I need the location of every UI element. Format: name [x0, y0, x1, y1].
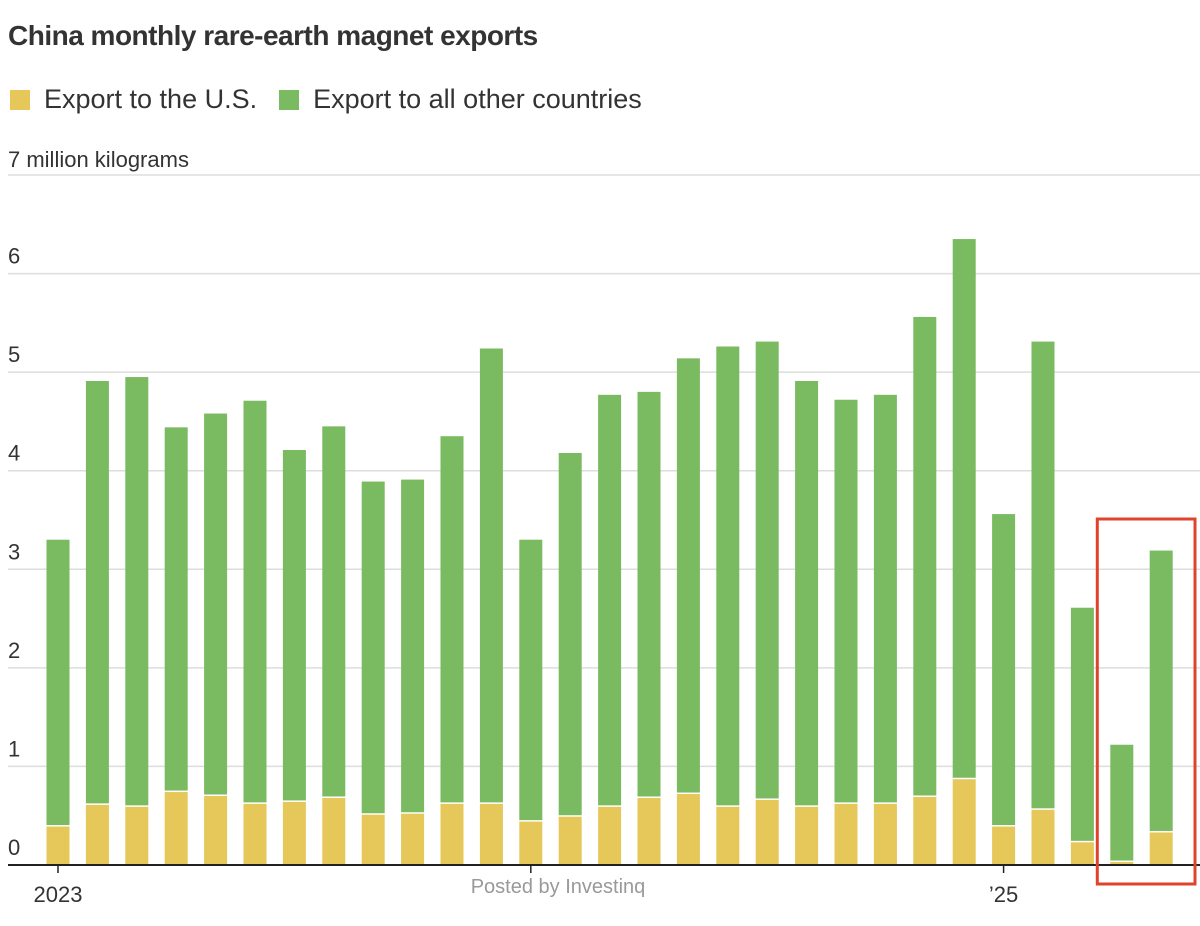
bar-us — [952, 779, 976, 865]
bar-us — [322, 797, 346, 865]
bar-other — [164, 427, 188, 791]
bar-us — [913, 796, 937, 865]
bar-other — [716, 346, 740, 806]
bar-other — [1110, 744, 1134, 861]
bar-us — [992, 826, 1016, 865]
bar-us — [243, 803, 267, 865]
credit-text: Posted by Investinq — [471, 876, 646, 898]
bar-us — [676, 794, 700, 865]
bar-us — [795, 806, 819, 865]
bar-other — [401, 479, 425, 813]
bar-other — [282, 450, 306, 801]
bar-us — [1031, 809, 1055, 865]
bar-us — [479, 803, 503, 865]
x-tick-label: 2023 — [34, 882, 83, 907]
bar-other — [755, 341, 779, 799]
y-axis-unit-label: 7 million kilograms — [8, 147, 189, 172]
bar-other — [46, 539, 70, 826]
bar-other — [125, 377, 149, 806]
y-tick-label: 5 — [8, 342, 20, 367]
bar-other — [637, 391, 661, 797]
bar-us — [46, 826, 70, 865]
bar-us — [1110, 862, 1134, 865]
bar-other — [440, 436, 464, 803]
bar-other — [558, 452, 582, 816]
bar-other — [519, 539, 543, 821]
bar-other — [992, 514, 1016, 826]
legend-label-other: Export to all other countries — [313, 84, 642, 114]
bar-us — [85, 804, 109, 865]
legend-item-us: Export to the U.S. — [10, 84, 257, 115]
bar-other — [85, 381, 109, 804]
bar-other — [322, 426, 346, 797]
bar-other — [361, 481, 385, 814]
bar-us — [755, 799, 779, 865]
bar-other — [834, 399, 858, 803]
bar-other — [952, 239, 976, 778]
bar-us — [1070, 842, 1094, 865]
bar-us — [598, 806, 622, 865]
bar-us — [834, 803, 858, 865]
bar-us — [361, 814, 385, 865]
bar-us — [125, 806, 149, 865]
bar-us — [1149, 832, 1173, 865]
bar-us — [558, 816, 582, 865]
bar-other — [913, 316, 937, 796]
bar-us — [282, 801, 306, 865]
bar-other — [1031, 341, 1055, 809]
bar-other — [1149, 550, 1173, 831]
legend-label-us: Export to the U.S. — [44, 84, 258, 114]
bar-other — [795, 381, 819, 806]
bar-us — [716, 806, 740, 865]
chart-legend: Export to the U.S. Export to all other c… — [10, 84, 664, 115]
y-tick-label: 1 — [8, 736, 20, 761]
highlight-box — [1095, 517, 1197, 886]
y-tick-label: 4 — [8, 441, 20, 466]
y-tick-label: 2 — [8, 638, 20, 663]
bar-other — [479, 348, 503, 803]
bar-us — [519, 821, 543, 865]
legend-swatch-other — [279, 89, 300, 110]
bar-other — [1070, 607, 1094, 841]
bar-us — [164, 792, 188, 865]
chart-title: China monthly rare-earth magnet exports — [8, 20, 538, 51]
bar-other — [676, 358, 700, 793]
bar-us — [637, 797, 661, 865]
bar-us — [440, 803, 464, 865]
legend-swatch-us — [10, 89, 30, 110]
legend-item-other: Export to all other countries — [279, 84, 642, 115]
bar-other — [204, 413, 228, 795]
bar-other — [873, 394, 897, 803]
bar-us — [401, 813, 425, 865]
bar-us — [204, 796, 228, 865]
bar-other — [243, 400, 267, 803]
bar-other — [598, 394, 622, 806]
y-tick-label: 6 — [8, 244, 20, 269]
bar-us — [873, 803, 897, 865]
x-tick-label: ’25 — [989, 882, 1018, 907]
y-tick-label: 0 — [8, 835, 20, 860]
y-tick-label: 3 — [8, 539, 20, 564]
